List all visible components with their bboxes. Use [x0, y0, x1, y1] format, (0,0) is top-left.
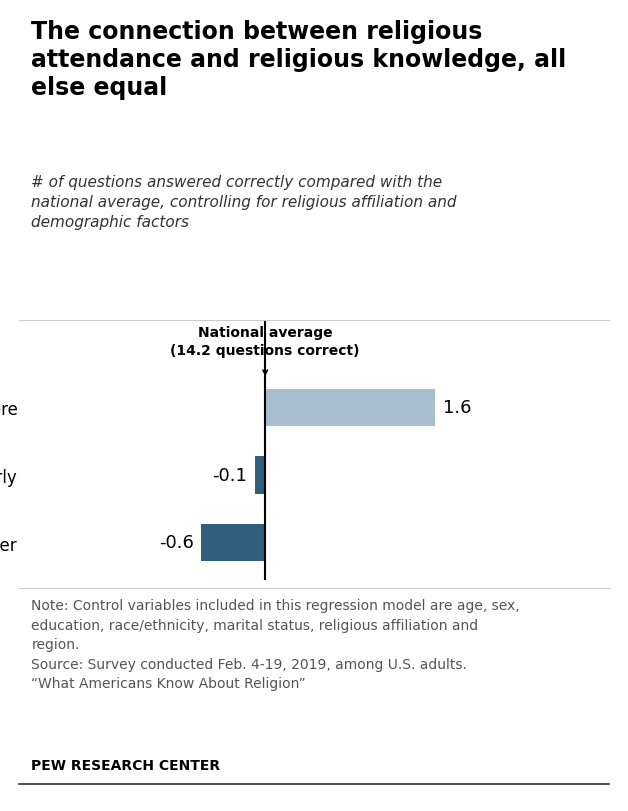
Text: -0.1: -0.1 [212, 466, 247, 484]
Bar [254, 457, 265, 494]
Text: 1.6: 1.6 [443, 399, 471, 417]
Text: # of questions answered correctly compared with the
national average, controllin: # of questions answered correctly compar… [31, 174, 457, 230]
Bar [265, 389, 435, 427]
Text: The connection between religious
attendance and religious knowledge, all
else eq: The connection between religious attenda… [31, 20, 566, 100]
Bar [202, 524, 265, 561]
Text: -0.6: -0.6 [159, 534, 194, 551]
Text: Note: Control variables included in this regression model are age, sex,
educatio: Note: Control variables included in this… [31, 599, 520, 690]
Text: National average
(14.2 questions correct): National average (14.2 questions correct… [170, 326, 360, 358]
Text: PEW RESEARCH CENTER: PEW RESEARCH CENTER [31, 758, 220, 772]
